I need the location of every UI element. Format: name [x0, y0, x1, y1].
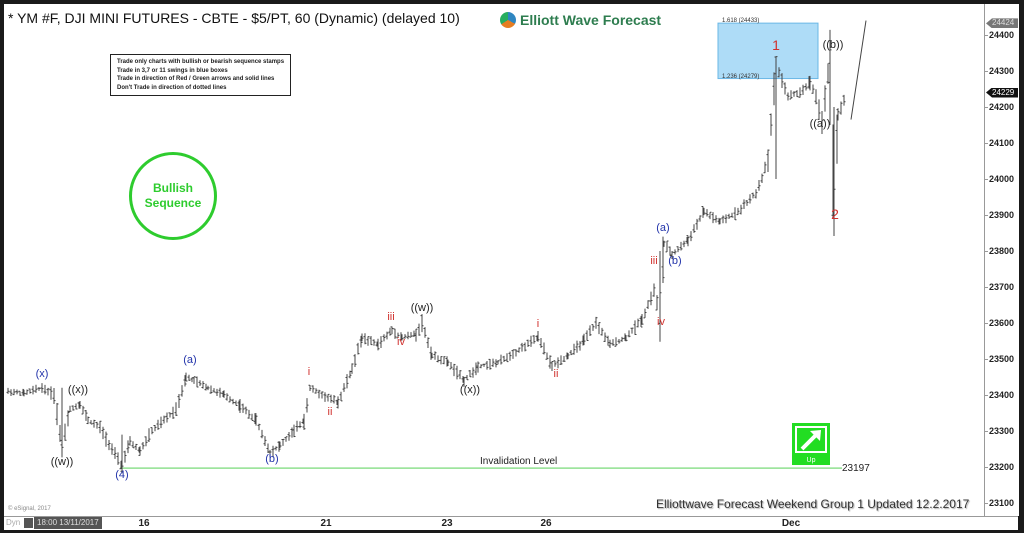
time-tick-label: Dec — [781, 518, 801, 529]
arrow-up-right-icon — [800, 430, 821, 451]
price-tick-mark — [984, 215, 988, 216]
price-tick-label: 23900 — [989, 210, 1015, 220]
price-tick-label: 23800 — [989, 246, 1015, 256]
wave-label: ((w)) — [50, 456, 74, 469]
wave-label: i — [536, 317, 540, 330]
price-tick-label: 24200 — [989, 102, 1015, 112]
stamp-line-1: Bullish — [152, 181, 193, 195]
price-tick-label: 23700 — [989, 282, 1015, 292]
rule-line: Don't Trade in direction of dotted lines — [117, 84, 227, 91]
price-tick-mark — [984, 503, 988, 504]
logo: Elliott Wave Forecast — [500, 12, 661, 28]
price-tick-mark — [984, 251, 988, 252]
wave-label: ii — [553, 368, 559, 381]
fib-target-box — [717, 22, 819, 80]
wave-label: 1 — [772, 37, 780, 53]
price-tick-mark — [984, 35, 988, 36]
time-tick-label: 26 — [540, 518, 552, 529]
wave-label: (4) — [115, 469, 129, 481]
invalidation-value: 23197 — [842, 463, 870, 474]
wave-label: iii — [650, 254, 658, 267]
price-tick-mark — [984, 179, 988, 180]
up-arrow-stamp: Up — [792, 423, 830, 465]
stamp-line-2: Sequence — [144, 196, 202, 210]
logo-text: Elliott Wave Forecast — [520, 12, 662, 28]
price-tick-mark — [984, 143, 988, 144]
wave-label: iv — [657, 316, 665, 328]
time-tick-label: 21 — [320, 518, 332, 529]
price-tick-label: 24300 — [989, 66, 1015, 76]
footer-caption: Elliottwave Forecast Weekend Group 1 Upd… — [656, 497, 970, 511]
price-tick-mark — [984, 287, 988, 288]
rule-line: Trade in direction of Red / Green arrows… — [117, 76, 275, 82]
wave-label: (x) — [35, 368, 49, 381]
wave-label: ii — [327, 406, 333, 418]
price-tick-mark — [984, 359, 988, 360]
price-tick-mark — [984, 431, 988, 432]
invalidation-label: Invalidation Level — [480, 456, 558, 467]
high-price-tag: 24424 — [986, 18, 1018, 29]
trading-rules-box: Trade only charts with bullish or bearis… — [110, 54, 292, 96]
last-price-tag: 24229 — [986, 87, 1018, 98]
wave-label: (b) — [668, 254, 682, 267]
rule-line: Trade only charts with bullish or bearis… — [117, 59, 285, 65]
price-tick-label: 23600 — [989, 318, 1015, 328]
projection-line — [850, 20, 867, 120]
wave-label: 2 — [831, 206, 839, 223]
price-tick-mark — [984, 395, 988, 396]
price-tick-label: 24100 — [989, 138, 1015, 148]
price-tick-mark — [984, 467, 988, 468]
price-tick-label: 23500 — [989, 354, 1015, 364]
bullish-sequence-stamp: Bullish Sequence — [129, 152, 217, 240]
price-tick-label: 23200 — [989, 462, 1015, 472]
price-tick-mark — [984, 323, 988, 324]
price-chart — [6, 20, 867, 474]
wave-label: (a) — [183, 353, 197, 366]
wave-label: iv — [397, 335, 405, 348]
time-tick-label: 23 — [441, 518, 453, 529]
up-label: Up — [806, 457, 816, 464]
wave-label: ((b)) — [822, 38, 844, 51]
wave-label: ((x)) — [459, 384, 481, 397]
rule-line: Trade in 3,7 or 11 swings in blue boxes — [117, 67, 228, 74]
chart-title: * YM #F, DJI MINI FUTURES - CBTE - $5/PT… — [8, 10, 460, 26]
wave-label: i — [307, 366, 311, 379]
chart-panel: (x) ((x)) ((w)) (4) (a) (b) i ii iii iv ((w)) ((x))… — [4, 4, 1019, 530]
wave-label: iii — [387, 310, 395, 323]
wave-label: (a) — [656, 222, 670, 235]
wave-label: ((w)) — [410, 301, 434, 314]
lock-icon[interactable] — [24, 518, 33, 528]
price-tick-label: 24000 — [989, 174, 1015, 184]
price-axis[interactable]: 24424 24229 24400 24300 24200 24100 24000 239… — [984, 4, 1019, 516]
wave-label: ((x)) — [67, 384, 89, 397]
fib-upper-label: 1.618 (24433) — [722, 18, 760, 24]
time-tick-label: 16 — [138, 518, 150, 529]
price-tick-label: 24400 — [989, 30, 1015, 40]
plot-area[interactable]: (x) ((x)) ((w)) (4) (a) (b) i ii iii iv ((w)) ((x))… — [4, 4, 984, 516]
copyright: © eSignal, 2017 — [8, 506, 51, 512]
logo-icon — [500, 12, 516, 28]
dynamic-mode-label[interactable]: Dyn — [6, 518, 21, 527]
time-axis[interactable]: Dyn 18:00 13/11/2017 16 21 23 26 Dec — [4, 516, 1018, 530]
cursor-date: 18:00 13/11/2017 — [34, 517, 102, 529]
wave-label: (b) — [265, 452, 279, 465]
price-tick-label: 23100 — [989, 498, 1015, 508]
price-tick-mark — [984, 71, 988, 72]
price-tick-mark — [984, 107, 988, 108]
price-tick-label: 23300 — [989, 426, 1015, 436]
ohlc-bars — [6, 29, 846, 474]
fib-lower-label: 1.236 (24279) — [722, 74, 760, 80]
price-tick-label: 23400 — [989, 390, 1015, 400]
wave-label: ((a)) — [809, 118, 831, 130]
